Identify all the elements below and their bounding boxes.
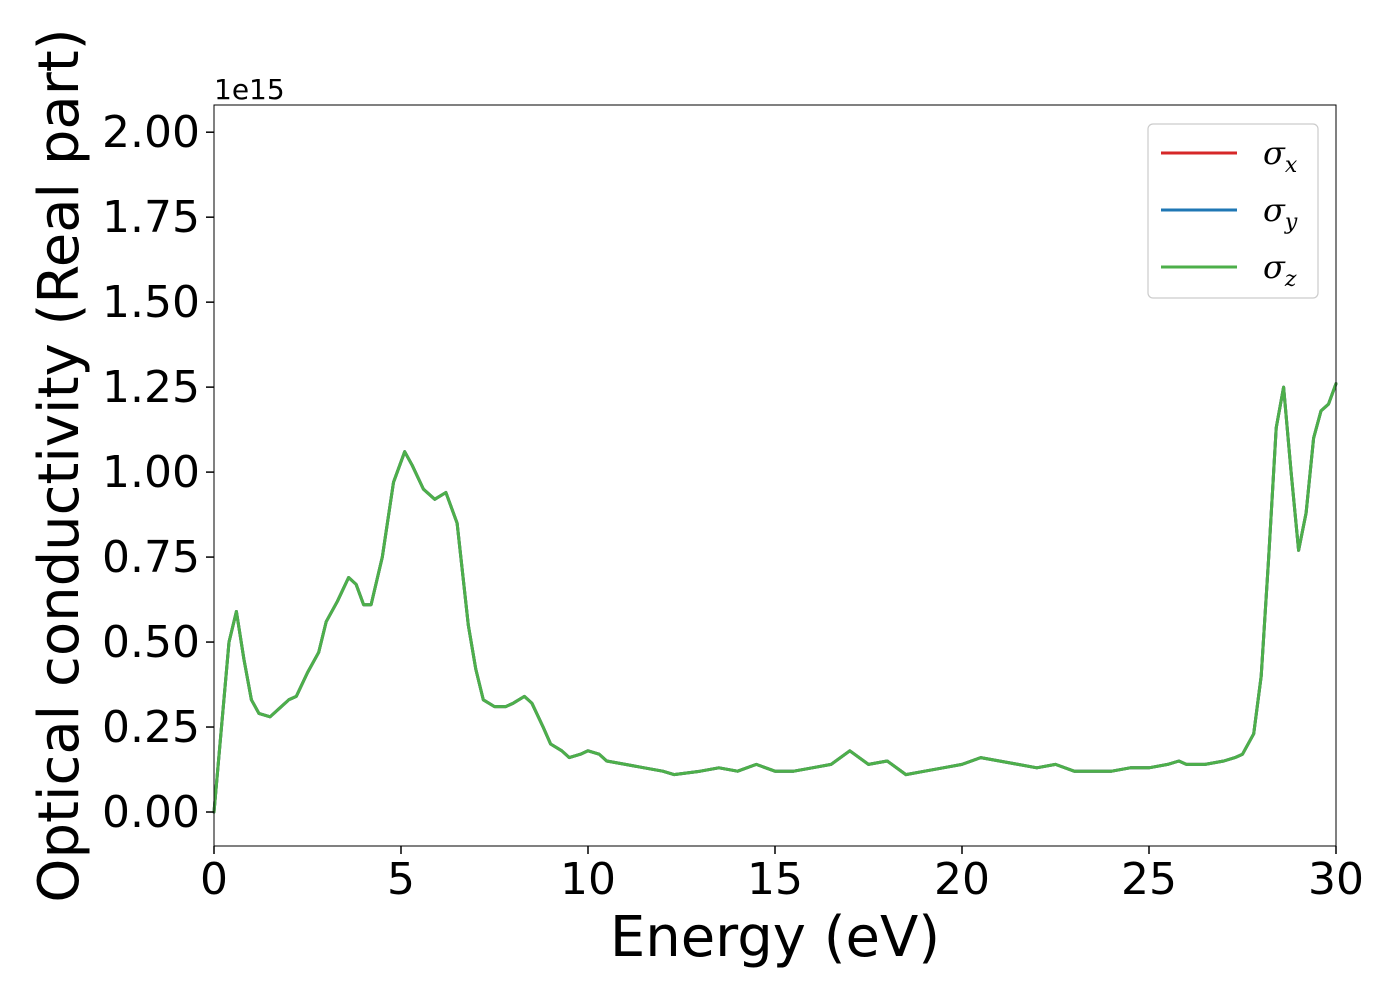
y-tick-label: 2.00 — [102, 107, 200, 158]
y-offset-label: 1e15 — [214, 73, 285, 106]
x-tick-label: 15 — [747, 854, 803, 905]
y-tick-label: 1.00 — [102, 447, 200, 498]
x-tick-label: 20 — [934, 854, 990, 905]
y-tick-label: 0.75 — [102, 532, 200, 583]
x-tick-label: 30 — [1308, 854, 1364, 905]
series-layer — [212, 382, 1338, 814]
y-tick-label: 0.25 — [102, 702, 200, 753]
y-tick-label: 1.25 — [102, 362, 200, 413]
y-tick-label: 0.00 — [102, 787, 200, 838]
y-tick-label: 1.75 — [102, 192, 200, 243]
legend-label-z: σz — [1263, 248, 1297, 292]
x-tick-label: 25 — [1121, 854, 1177, 905]
y-axis-label: Optical conductivity (Real part) — [27, 28, 92, 902]
series-line-z — [212, 382, 1338, 814]
x-tick-label: 10 — [560, 854, 616, 905]
x-tick-label: 0 — [200, 854, 228, 905]
legend-label-x: σx — [1263, 134, 1298, 178]
x-tick-label: 5 — [387, 854, 415, 905]
y-axis: 0.00 0.25 0.50 0.75 1.00 1.25 1.50 1.75 2.00 — [102, 107, 214, 838]
legend: σx σy σz — [1147, 123, 1319, 299]
y-tick-label: 1.50 — [102, 277, 200, 328]
x-axis: 0 5 10 15 20 25 30 — [200, 846, 1364, 905]
x-axis-label: Energy (eV) — [610, 905, 940, 970]
legend-label-y: σy — [1263, 191, 1298, 235]
y-tick-label: 0.50 — [102, 617, 200, 668]
